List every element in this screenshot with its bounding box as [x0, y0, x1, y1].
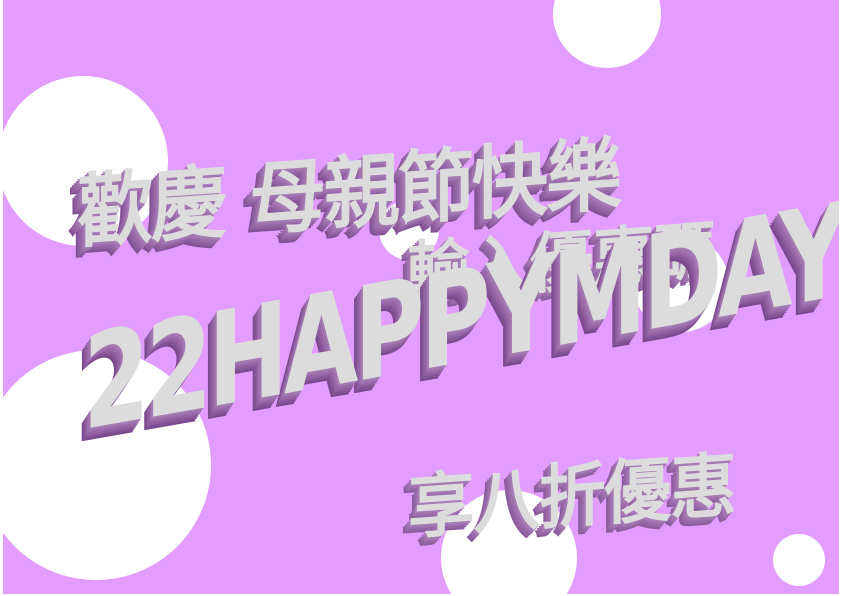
decorative-circle-top: [553, 0, 661, 68]
decorative-circle-center: [379, 200, 439, 260]
decorative-circle-left: [3, 76, 168, 246]
decorative-circle-right: [633, 236, 729, 332]
discount-text: 享八折優惠: [408, 444, 736, 549]
decorative-circle-bottom-left: [3, 350, 211, 580]
decorative-circle-bottom-right: [773, 534, 825, 586]
promo-banner: 歡慶 母親節快樂 輸入優惠碼 22HAPPYMDAY 享八折優惠: [3, 0, 839, 594]
decorative-circle-bottom-center: [441, 490, 577, 594]
